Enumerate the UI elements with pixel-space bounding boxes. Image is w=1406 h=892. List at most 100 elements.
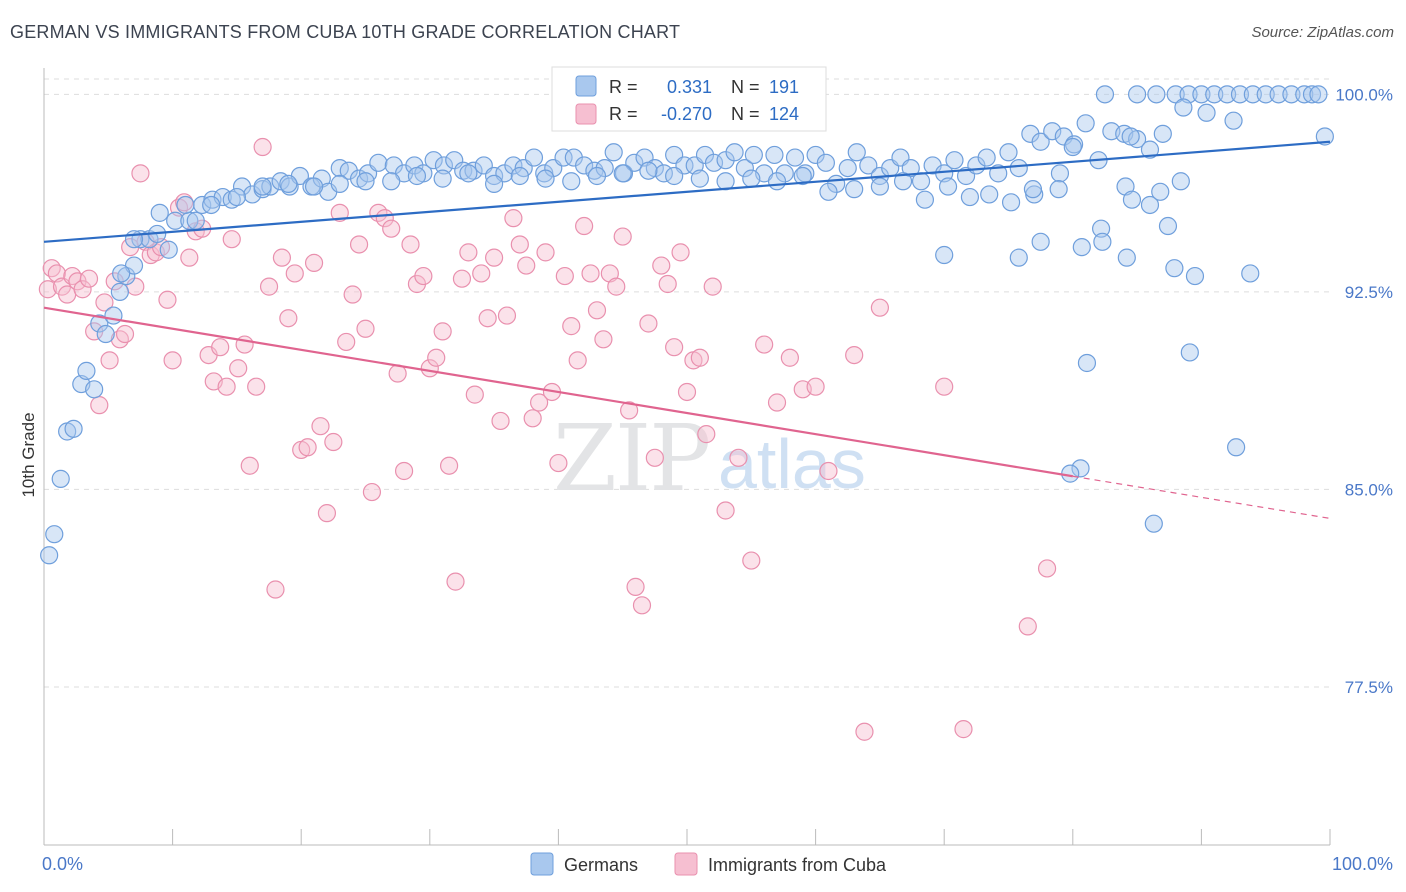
germans-point-101 bbox=[1009, 158, 1028, 178]
germans-point-113 bbox=[1153, 124, 1172, 143]
bottom-legend-cuba: Immigrants from Cuba bbox=[708, 855, 887, 875]
trend-lines bbox=[43, 140, 1331, 519]
cuba-point-101 bbox=[652, 256, 671, 275]
cuba-point-83 bbox=[536, 243, 555, 262]
germans-point-86 bbox=[847, 143, 866, 162]
bottom-legend-swatch-germans bbox=[530, 852, 554, 876]
germans-point-75 bbox=[735, 158, 754, 178]
germans-point-120 bbox=[1243, 85, 1262, 104]
legend-n-value-1: 191 bbox=[769, 77, 799, 97]
cuba-point-115 bbox=[780, 348, 799, 367]
legend-r-label-1: R = bbox=[609, 77, 638, 97]
germans-point-191 bbox=[1093, 232, 1112, 251]
germans-point-179 bbox=[1117, 248, 1136, 267]
cuba-point-108 bbox=[697, 425, 716, 444]
cuba-point-14 bbox=[110, 330, 129, 349]
legend-n-label-1: N = bbox=[731, 77, 760, 97]
germans-point-92 bbox=[911, 172, 931, 191]
cuba-point-32 bbox=[211, 338, 230, 357]
germans-point-48 bbox=[464, 161, 483, 180]
chart-title: GERMAN VS IMMIGRANTS FROM CUBA 10TH GRAD… bbox=[10, 22, 681, 42]
germans-point-100 bbox=[999, 143, 1018, 162]
cuba-point-91 bbox=[587, 301, 607, 320]
germans-point-126 bbox=[1309, 85, 1328, 104]
germans-point-172 bbox=[150, 203, 169, 222]
germans-point-136 bbox=[1050, 164, 1070, 183]
germans-point-192 bbox=[1140, 195, 1160, 215]
cuba-point-88 bbox=[568, 351, 587, 370]
cuba-point-47 bbox=[304, 253, 324, 273]
germans-point-28 bbox=[261, 177, 280, 196]
germans-point-148 bbox=[767, 172, 787, 191]
source-label: Source: ZipAtlas.com bbox=[1251, 24, 1394, 41]
germans-point-167 bbox=[279, 174, 298, 193]
germans-point-189 bbox=[1061, 464, 1080, 483]
germans-point-198 bbox=[1171, 172, 1190, 191]
germans-point-144 bbox=[870, 177, 890, 196]
germans-point-176 bbox=[1165, 259, 1184, 278]
germans-point-154 bbox=[613, 164, 632, 183]
germans-point-83 bbox=[816, 153, 835, 172]
germans-point-4 bbox=[64, 419, 83, 438]
germans-point-57 bbox=[554, 148, 573, 167]
cuba-point-82 bbox=[530, 393, 549, 412]
germans-point-124 bbox=[1295, 85, 1314, 104]
cuba-point-34 bbox=[222, 230, 241, 249]
germans-point-135 bbox=[1063, 137, 1082, 157]
cuba-point-66 bbox=[427, 348, 446, 367]
germans-point-54 bbox=[524, 148, 544, 167]
germans-point-159 bbox=[485, 174, 504, 193]
germans-point-197 bbox=[1049, 180, 1068, 199]
cuba-point-121 bbox=[935, 377, 954, 396]
cuba-point-35 bbox=[229, 359, 248, 378]
germans-point-138 bbox=[1001, 193, 1021, 212]
germans-point-6 bbox=[77, 361, 96, 380]
germans-point-173 bbox=[124, 230, 144, 249]
germans-point-190 bbox=[1144, 514, 1163, 533]
germans-point-46 bbox=[445, 151, 464, 170]
germans-point-119 bbox=[1230, 85, 1250, 104]
germans-point-95 bbox=[945, 151, 964, 170]
cuba-point-81 bbox=[523, 409, 542, 428]
cuba-point-68 bbox=[439, 456, 459, 475]
y-tick-label-0: 77.5% bbox=[1345, 678, 1393, 697]
cuba-point-74 bbox=[478, 309, 497, 328]
cuba-point-95 bbox=[613, 227, 632, 246]
cuba-point-71 bbox=[459, 243, 478, 262]
cuba-point-55 bbox=[356, 319, 375, 338]
cuba-point-118 bbox=[819, 461, 838, 481]
cuba-point-43 bbox=[279, 309, 298, 328]
legend-swatch-germans bbox=[575, 75, 597, 97]
germans-point-187 bbox=[1227, 438, 1246, 457]
cuba-point-10 bbox=[90, 396, 109, 415]
y-axis-title: 10th Grade bbox=[19, 412, 38, 497]
cuba-point-90 bbox=[581, 264, 600, 283]
x-tick-label-1: 100.0% bbox=[1332, 854, 1393, 874]
cuba-point-99 bbox=[639, 314, 658, 333]
series-immigrants-from-cuba bbox=[38, 137, 1057, 741]
germans-point-156 bbox=[562, 172, 581, 191]
germans-point-149 bbox=[742, 169, 761, 188]
legend-swatch-cuba bbox=[575, 103, 597, 125]
cuba-point-61 bbox=[394, 461, 414, 481]
cuba-point-50 bbox=[324, 432, 343, 452]
germans-point-180 bbox=[1091, 219, 1111, 238]
cuba-point-23 bbox=[158, 290, 177, 309]
germans-point-153 bbox=[639, 161, 658, 180]
cuba-point-38 bbox=[247, 377, 266, 396]
cuba-point-72 bbox=[465, 385, 484, 404]
germans-point-178 bbox=[1241, 264, 1260, 283]
germans-trend-line bbox=[43, 140, 1331, 243]
germans-point-98 bbox=[977, 148, 996, 167]
germans-point-78 bbox=[765, 145, 784, 165]
legend-r-value-2: -0.270 bbox=[661, 104, 712, 124]
germans-point-10 bbox=[104, 306, 123, 325]
germans-point-193 bbox=[1122, 190, 1142, 209]
germans-point-104 bbox=[1043, 122, 1062, 141]
germans-point-184 bbox=[935, 245, 954, 265]
germans-point-52 bbox=[504, 156, 523, 175]
cuba-point-1 bbox=[42, 259, 61, 278]
cuba-point-86 bbox=[555, 266, 574, 286]
germans-point-87 bbox=[859, 156, 878, 175]
